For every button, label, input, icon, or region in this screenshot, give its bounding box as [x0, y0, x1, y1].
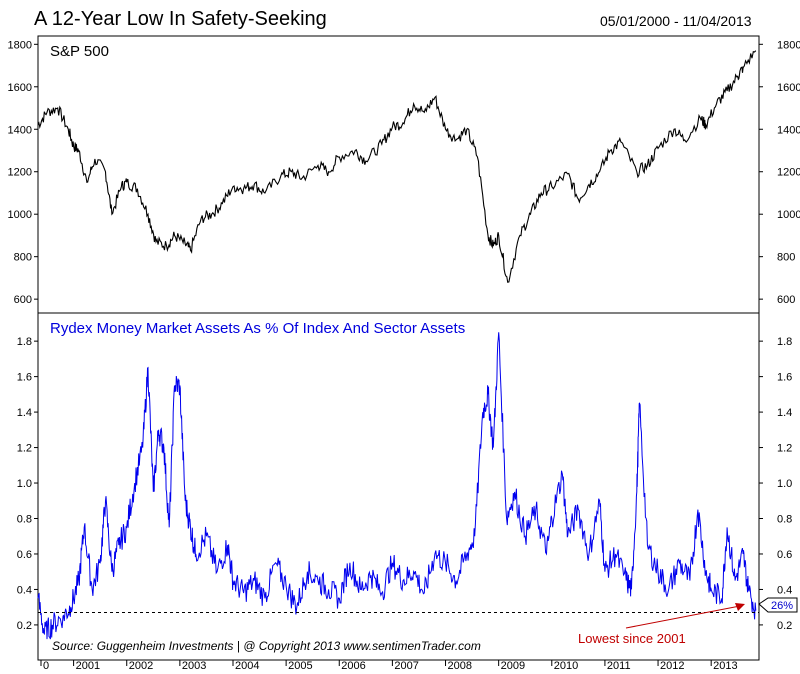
- rydex-y-tick-label-left: 1.8: [17, 336, 32, 348]
- rydex-y-tick-label-right: 1.4: [777, 407, 792, 419]
- x-tick-label: 2002: [129, 660, 153, 672]
- rydex-y-tick-label-right: 0.6: [777, 549, 792, 561]
- sp500-y-axis: 600 600 800 800 1000 1000 1200 1200 1400 1400 1600…: [8, 39, 800, 306]
- source-credit: Source: Guggenheim Investments | @ Copyr…: [52, 639, 481, 653]
- sp500-panel-frame: [37, 35, 760, 314]
- x-tick-label: 2012: [660, 660, 684, 672]
- rydex-panel-label: Rydex Money Market Assets As % Of Index …: [50, 320, 465, 337]
- sp500-y-tick-label-left: 1600: [8, 82, 32, 94]
- x-tick-label: 2005: [288, 660, 312, 672]
- rydex-y-tick-label-right: 0.8: [777, 514, 792, 526]
- rydex-y-tick-label-right: 0.2: [777, 620, 792, 632]
- x-tick-label: 2008: [448, 660, 472, 672]
- sp500-panel-label: S&P 500: [50, 43, 109, 60]
- rydex-y-tick-label-left: 0.2: [17, 620, 32, 632]
- rydex-series-line: [37, 332, 757, 640]
- x-tick-label: 2010: [554, 660, 578, 672]
- rydex-y-tick-label-left: 0.8: [17, 514, 32, 526]
- sp500-series-line: [37, 50, 757, 283]
- rydex-panel-frame: [37, 312, 760, 661]
- sp500-y-tick-label-right: 1200: [777, 167, 800, 179]
- sp500-y-tick-label-right: 800: [777, 252, 795, 264]
- sp500-y-tick-label-left: 1800: [8, 39, 32, 51]
- x-tick-label: 2003: [182, 660, 206, 672]
- sp500-y-tick-label-left: 1400: [8, 124, 32, 136]
- x-axis: 0 2001 2002 2003 2004 2005 2006 2007 2008 2009 201…: [40, 660, 738, 672]
- x-tick-label: 2007: [394, 660, 418, 672]
- rydex-y-tick-label-right: 1.6: [777, 372, 792, 384]
- rydex-y-tick-label-left: 1.0: [17, 478, 32, 490]
- rydex-y-tick-label-left: 0.4: [17, 584, 32, 596]
- sp500-y-tick-label-right: 1000: [777, 209, 800, 221]
- annotation-arrow-line: [625, 605, 741, 629]
- rydex-y-tick-label-left: 1.4: [17, 407, 32, 419]
- rydex-y-tick-label-right: 0.4: [777, 584, 792, 596]
- sp500-y-tick-label-left: 1000: [8, 209, 32, 221]
- rydex-y-tick-label-right: 1.0: [777, 478, 792, 490]
- rydex-y-tick-label-right: 1.2: [777, 443, 792, 455]
- annotation-arrow-head: [735, 603, 745, 611]
- sp500-y-tick-label-right: 600: [777, 294, 795, 306]
- current-value-text: 26%: [771, 600, 793, 612]
- x-tick-label: 2006: [341, 660, 365, 672]
- x-tick-label: 2001: [76, 660, 100, 672]
- x-tick-label: 2011: [607, 660, 631, 672]
- date-range-label: 05/01/2000 - 11/04/2013: [600, 13, 752, 29]
- x-tick-label: 0: [43, 660, 49, 672]
- sp500-y-tick-label-left: 1200: [8, 167, 32, 179]
- rydex-y-tick-label-left: 1.6: [17, 372, 32, 384]
- x-tick-label: 2009: [501, 660, 525, 672]
- sp500-y-tick-label-left: 600: [14, 294, 32, 306]
- rydex-y-tick-label-right: 1.8: [777, 336, 792, 348]
- sp500-y-tick-label-right: 1600: [777, 82, 800, 94]
- annotation-text: Lowest since 2001: [578, 631, 686, 646]
- rydex-y-tick-label-left: 0.6: [17, 549, 32, 561]
- rydex-y-axis: 0.2 0.2 0.4 0.4 0.6 0.6 0.8 0.8 1.0 1.0 1.2 1.2 1.4 1…: [17, 336, 793, 632]
- sp500-y-tick-label-right: 1400: [777, 124, 800, 136]
- sp500-y-tick-label-left: 800: [14, 252, 32, 264]
- current-value-badge: 26%: [758, 597, 798, 613]
- x-tick-label: 2004: [235, 660, 259, 672]
- rydex-y-tick-label-left: 1.2: [17, 443, 32, 455]
- chart-title: A 12-Year Low In Safety-Seeking: [34, 8, 327, 30]
- x-tick-label: 2013: [713, 660, 737, 672]
- sp500-y-tick-label-right: 1800: [777, 39, 800, 51]
